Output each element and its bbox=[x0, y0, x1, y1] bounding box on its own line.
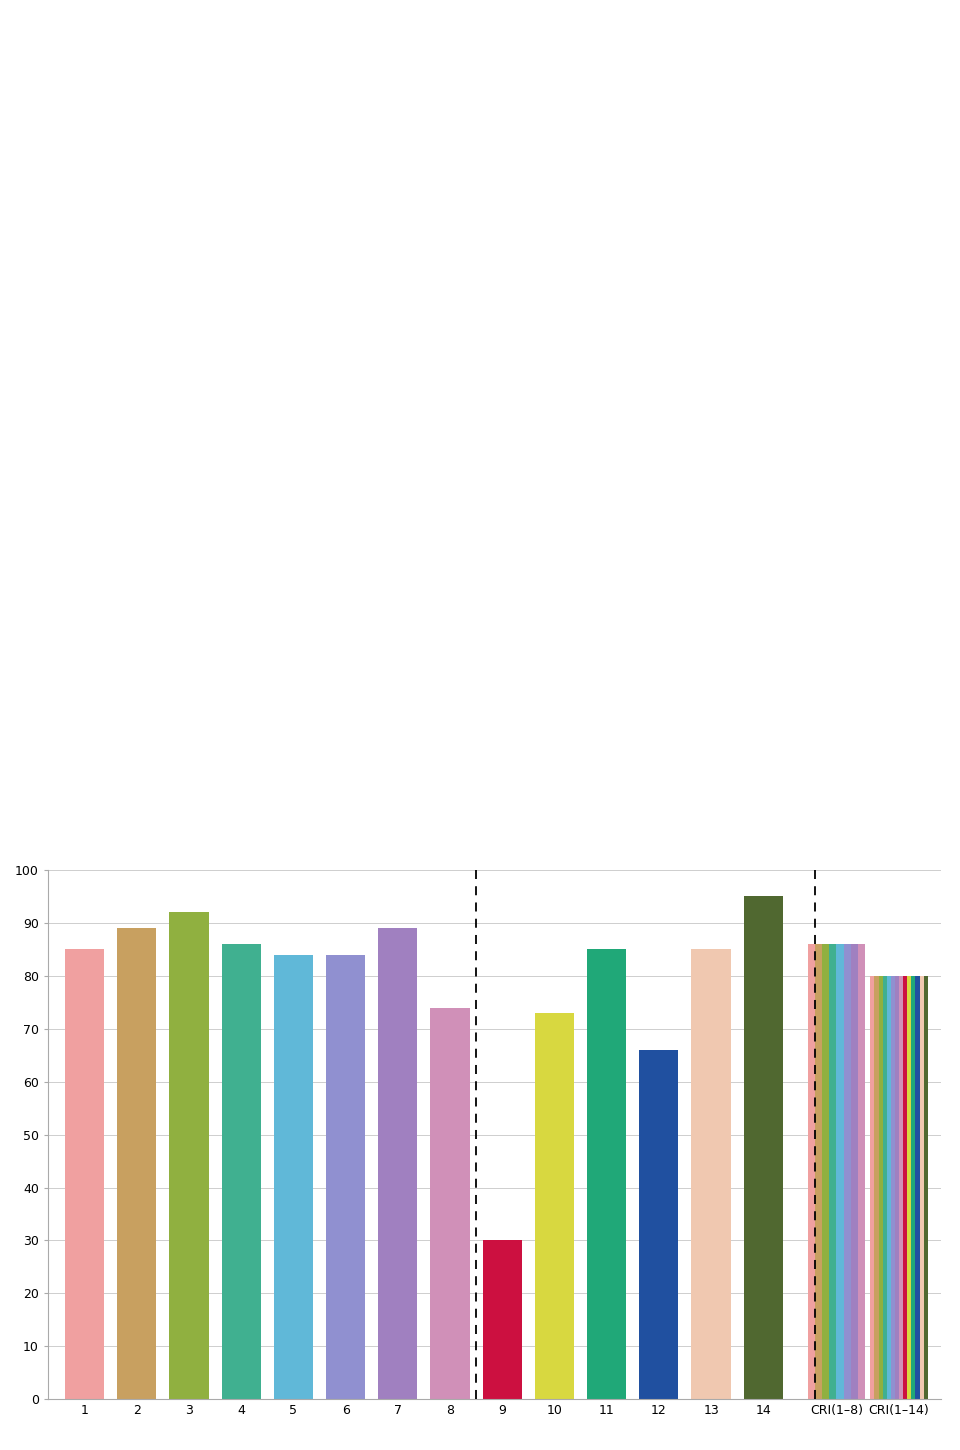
Bar bbox=[744, 896, 782, 1399]
Bar bbox=[858, 944, 865, 1399]
Bar bbox=[871, 976, 875, 1399]
Bar bbox=[65, 950, 104, 1399]
Bar bbox=[903, 976, 907, 1399]
Bar bbox=[815, 944, 822, 1399]
Bar bbox=[911, 976, 916, 1399]
Bar bbox=[588, 950, 626, 1399]
Bar bbox=[907, 976, 911, 1399]
Bar bbox=[836, 944, 844, 1399]
Bar bbox=[639, 1050, 679, 1399]
Bar bbox=[274, 954, 313, 1399]
Bar bbox=[222, 944, 261, 1399]
Bar bbox=[891, 976, 895, 1399]
Bar bbox=[169, 912, 208, 1399]
Bar bbox=[851, 944, 858, 1399]
Bar bbox=[899, 976, 903, 1399]
Bar bbox=[895, 976, 899, 1399]
Bar bbox=[882, 976, 887, 1399]
Bar bbox=[117, 928, 156, 1399]
Bar bbox=[924, 976, 927, 1399]
Bar bbox=[875, 976, 878, 1399]
Bar bbox=[887, 976, 891, 1399]
Bar bbox=[916, 976, 920, 1399]
Bar bbox=[378, 928, 418, 1399]
Bar bbox=[822, 944, 829, 1399]
Bar bbox=[430, 1008, 469, 1399]
Bar bbox=[920, 976, 924, 1399]
Bar bbox=[807, 944, 815, 1399]
Bar bbox=[483, 1241, 522, 1399]
Bar bbox=[844, 944, 851, 1399]
Bar bbox=[829, 944, 836, 1399]
Bar bbox=[535, 1014, 574, 1399]
Bar bbox=[691, 950, 731, 1399]
Bar bbox=[878, 976, 882, 1399]
Bar bbox=[326, 954, 365, 1399]
